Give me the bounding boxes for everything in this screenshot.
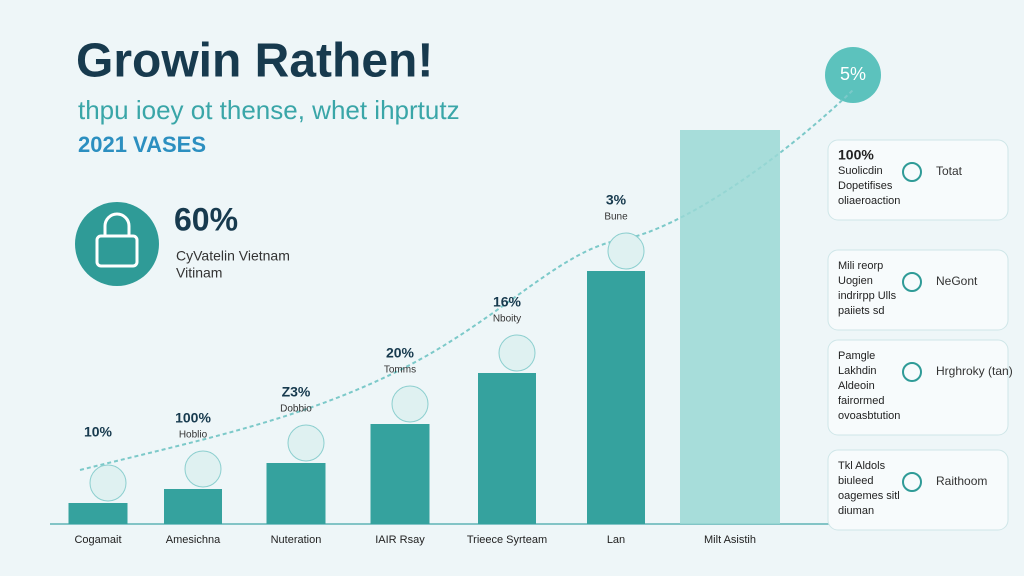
panel-side: Totat [936, 164, 963, 178]
bubble [89, 464, 127, 502]
bar [587, 271, 645, 524]
annotation-sub: Hoblio [179, 430, 208, 441]
annotation-sub: Nboity [493, 314, 521, 325]
panel-line: fairormed [838, 395, 884, 407]
trend-line [79, 89, 854, 471]
panel-line: Uogien [838, 275, 873, 287]
bubble [607, 232, 645, 270]
lock-body [95, 234, 139, 268]
bubble [498, 334, 536, 372]
bar [370, 424, 430, 524]
x-tick-label: Nuteration [271, 534, 322, 546]
bar [164, 489, 222, 524]
stat-line: CyVatelin Vietnam [176, 248, 290, 264]
panel-line: Pamgle [838, 350, 875, 362]
panel-line: 100% [838, 147, 874, 163]
x-tick-label: Lan [607, 534, 625, 546]
annotation-sub: Bune [604, 212, 628, 223]
bar [478, 373, 536, 524]
annotation-label: 100% [175, 410, 211, 426]
bubble [287, 424, 325, 462]
lock-shackle [103, 212, 131, 236]
panel-line: indrirpp Ulls [838, 290, 897, 302]
panel-side: Hrghroky (tan) [936, 364, 1013, 378]
annotation-sub: Dobbio [280, 404, 312, 415]
x-tick-label: Amesichna [166, 534, 221, 546]
annotation-label: 20% [386, 345, 415, 361]
bubble [184, 450, 222, 488]
annotation-label: 16% [493, 294, 522, 310]
panel-icon [902, 162, 922, 182]
annotation-label: 3% [606, 192, 627, 208]
bar [266, 463, 326, 524]
badge [825, 47, 881, 103]
bar [68, 503, 128, 524]
panel-icon [902, 362, 922, 382]
x-tick-label: Milt Asistih [704, 534, 756, 546]
panel-line: Dopetifises [838, 180, 893, 192]
panel-line: diuman [838, 505, 874, 517]
panel-line: Tkl Aldols [838, 460, 886, 472]
year: 2021 VASES [78, 132, 206, 157]
lock-icon-bg [75, 202, 159, 286]
bar [680, 130, 780, 524]
panel-line: Aldeoin [838, 380, 875, 392]
panel-icon [902, 472, 922, 492]
badge-text: 5% [840, 64, 866, 84]
title: Growin Rathen! [76, 35, 433, 88]
annotation-label: Z3% [282, 384, 311, 400]
x-tick-label: Trieece Syrteam [467, 534, 547, 546]
panel-line: Lakhdin [838, 365, 877, 377]
panel-icon [902, 272, 922, 292]
panel [827, 339, 1009, 436]
panel-line: biuleed [838, 475, 873, 487]
panel-line: ovoasbtution [838, 410, 900, 422]
stat-line: Vitinam [176, 265, 222, 281]
panel-side: Raithoom [936, 474, 987, 488]
annotation-label: 10% [84, 424, 113, 440]
panel-line: Suolicdin [838, 165, 883, 177]
subtitle: thpu ioey ot thense, whet ihprtutz [78, 95, 460, 125]
x-tick-label: Cogamait [74, 534, 121, 546]
panel-line: Mili reorp [838, 260, 883, 272]
panel-line: paiiets sd [838, 305, 884, 317]
stat-value: 60% [174, 201, 238, 237]
panel-side: NeGont [936, 274, 978, 288]
x-tick-label: IAIR Rsay [375, 534, 425, 546]
annotation-sub: Tomms [384, 365, 416, 376]
bubble [391, 385, 429, 423]
panel-line: oagemes sitl [838, 490, 900, 502]
panel-line: oliaeroaction [838, 195, 900, 207]
